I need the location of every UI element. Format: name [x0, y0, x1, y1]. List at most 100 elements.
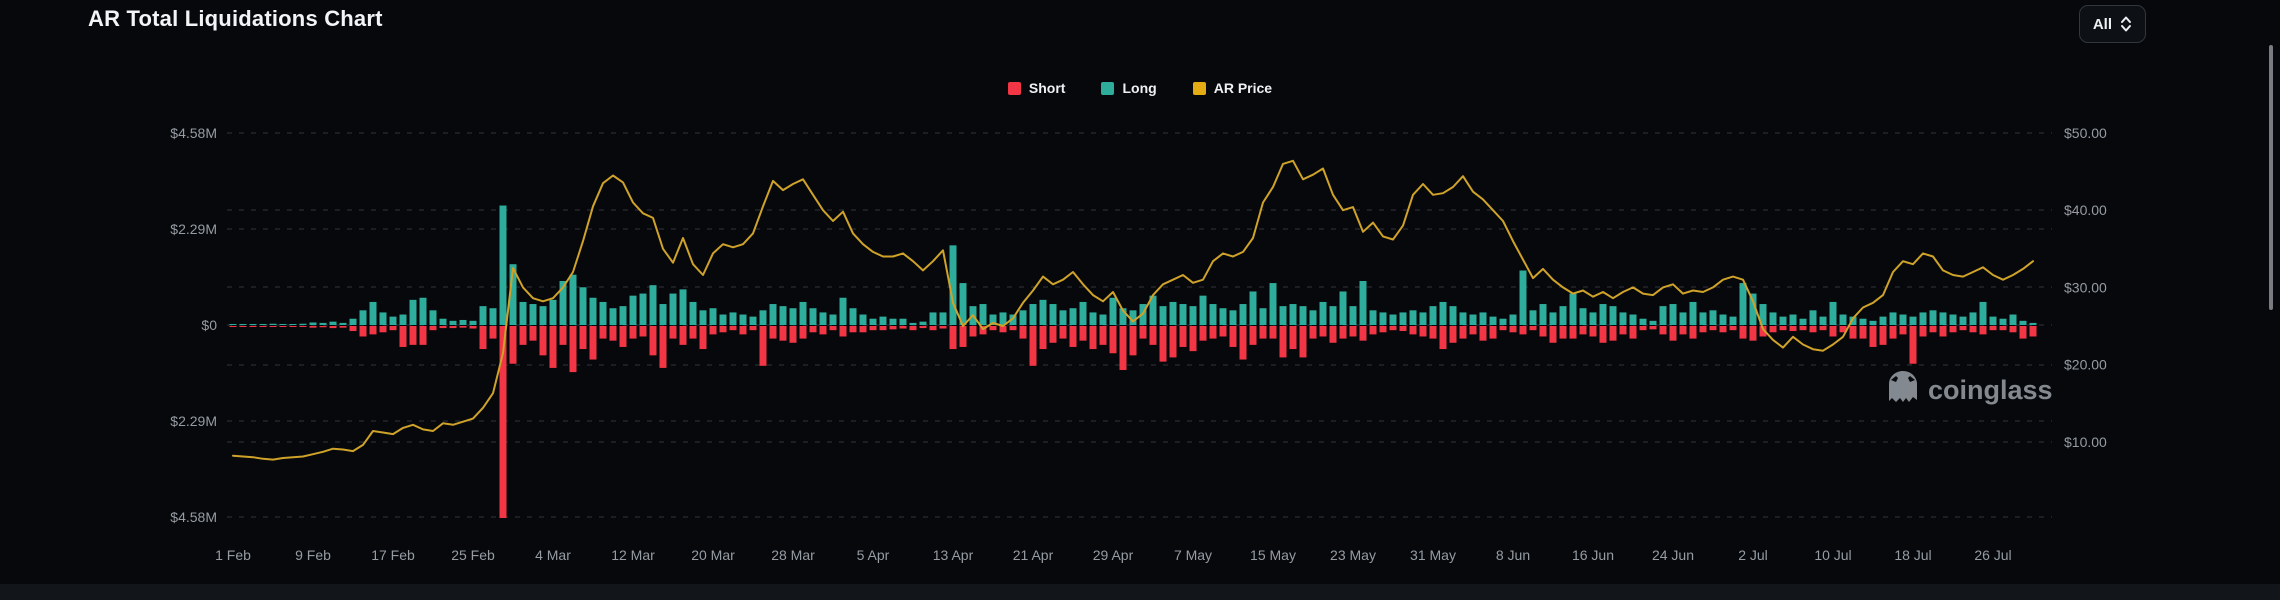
- long-liquidation-bar: [1099, 314, 1107, 325]
- long-liquidation-bar: [1789, 314, 1797, 325]
- short-liquidation-bar: [1289, 326, 1297, 350]
- x-axis-tick-label: 18 Jul: [1894, 547, 1931, 563]
- left-axis-tick-label: $4.58M: [170, 509, 217, 525]
- short-liquidation-bar: [1679, 326, 1687, 335]
- short-liquidation-bar: [1029, 326, 1037, 366]
- x-axis-tick-label: 26 Jul: [1974, 547, 2011, 563]
- long-liquidation-bar: [1799, 318, 1807, 325]
- short-liquidation-bar: [419, 326, 427, 345]
- x-axis-tick-label: 5 Apr: [857, 547, 890, 563]
- short-liquidation-bar: [1509, 326, 1517, 333]
- short-liquidation-bar: [639, 326, 647, 337]
- long-liquidation-bar: [839, 297, 847, 325]
- long-liquidation-bar: [1529, 310, 1537, 325]
- long-liquidation-bar: [679, 289, 687, 325]
- x-axis-tick-label: 1 Feb: [215, 547, 251, 563]
- short-liquidation-bar: [1719, 326, 1727, 333]
- right-axis-tick-label: $40.00: [2064, 202, 2107, 218]
- short-liquidation-bar: [1319, 326, 1327, 337]
- long-liquidation-bar: [229, 324, 237, 325]
- short-liquidation-bar: [489, 326, 497, 339]
- short-liquidation-bar: [1499, 326, 1507, 331]
- x-axis-tick-label: 20 Mar: [691, 547, 735, 563]
- long-liquidation-bar: [1869, 320, 1877, 325]
- long-liquidation-bar: [1899, 314, 1907, 325]
- short-liquidation-bar: [1239, 326, 1247, 360]
- short-liquidation-bar: [599, 326, 607, 339]
- short-liquidation-bar: [1369, 326, 1377, 335]
- short-liquidation-bar: [1779, 326, 1787, 331]
- long-liquidation-bar: [1119, 308, 1127, 325]
- short-liquidation-bar: [729, 326, 737, 331]
- long-liquidation-bar: [1159, 306, 1167, 325]
- time-range-value: All: [2092, 15, 2112, 33]
- time-range-dropdown[interactable]: All: [2078, 5, 2146, 43]
- long-liquidation-bar: [419, 297, 427, 325]
- legend-item-long[interactable]: Long: [1101, 80, 1157, 96]
- long-liquidation-bar: [409, 299, 417, 325]
- short-liquidation-bar: [469, 326, 477, 329]
- long-liquidation-bar: [1229, 310, 1237, 325]
- long-liquidation-bar: [1189, 306, 1197, 325]
- short-liquidation-bar: [1919, 326, 1927, 337]
- long-liquidation-bar: [699, 310, 707, 325]
- short-liquidation-bar: [1459, 326, 1467, 339]
- long-liquidation-bar: [1999, 318, 2007, 325]
- short-liquidation-bar: [1339, 326, 1347, 339]
- short-liquidation-bar: [1059, 326, 1067, 339]
- right-axis-tick-label: $20.00: [2064, 357, 2107, 373]
- long-liquidation-bar: [1749, 293, 1757, 325]
- long-liquidation-bar: [779, 306, 787, 325]
- left-axis-tick-label: $2.29M: [170, 413, 217, 429]
- long-liquidation-bar: [1459, 312, 1467, 325]
- long-liquidation-bar: [799, 301, 807, 325]
- long-liquidation-bar: [1069, 308, 1077, 325]
- long-liquidation-bar: [659, 304, 667, 325]
- long-liquidation-bar: [539, 306, 547, 325]
- short-liquidation-bar: [1329, 326, 1337, 343]
- short-liquidation-bar: [1249, 326, 1257, 345]
- short-liquidation-bar: [1169, 326, 1177, 358]
- legend-item-short[interactable]: Short: [1007, 80, 1066, 96]
- short-liquidation-bar: [409, 326, 417, 345]
- long-liquidation-bar: [2009, 314, 2017, 325]
- long-liquidation-bar: [759, 310, 767, 325]
- long-liquidation-bar: [1209, 304, 1217, 325]
- short-liquidation-bar: [1119, 326, 1127, 371]
- short-liquidation-bar: [1019, 326, 1027, 339]
- long-liquidation-bar: [1609, 306, 1617, 325]
- right-axis-tick-label: $30.00: [2064, 279, 2107, 295]
- long-liquidation-bar: [929, 312, 937, 325]
- legend-label-short: Short: [1028, 80, 1066, 96]
- vertical-scrollbar-thumb[interactable]: [2269, 45, 2273, 310]
- short-liquidation-bar: [2009, 326, 2017, 333]
- long-liquidation-bar: [669, 293, 677, 325]
- long-liquidation-bar: [989, 314, 997, 325]
- long-liquidation-bar: [559, 280, 567, 325]
- short-liquidation-bar: [869, 326, 877, 331]
- long-liquidation-bar: [309, 322, 317, 325]
- short-liquidation-bar: [1429, 326, 1437, 339]
- short-liquidation-bar: [1639, 326, 1647, 331]
- short-liquidation-bar: [1759, 326, 1767, 337]
- long-liquidation-bar: [489, 308, 497, 325]
- short-liquidation-bar: [1929, 326, 1937, 333]
- long-liquidation-bar: [529, 304, 537, 325]
- short-liquidation-bar: [929, 326, 937, 331]
- short-liquidation-bar: [1689, 326, 1697, 339]
- long-liquidation-bar: [1359, 280, 1367, 325]
- long-liquidation-bar: [1179, 304, 1187, 325]
- long-liquidation-bar: [709, 308, 717, 325]
- short-liquidation-bar: [739, 326, 747, 335]
- short-liquidation-bar: [849, 326, 857, 333]
- short-liquidation-bar: [349, 326, 357, 332]
- short-liquidation-bar: [579, 326, 587, 350]
- x-axis-tick-label: 28 Mar: [771, 547, 815, 563]
- long-liquidation-bar: [1109, 297, 1117, 325]
- legend-item-price[interactable]: AR Price: [1192, 80, 1272, 96]
- short-liquidation-bar: [1579, 326, 1587, 335]
- long-liquidation-bar: [1029, 304, 1037, 325]
- short-liquidation-bar: [479, 326, 487, 350]
- short-liquidation-bar: [1589, 326, 1597, 337]
